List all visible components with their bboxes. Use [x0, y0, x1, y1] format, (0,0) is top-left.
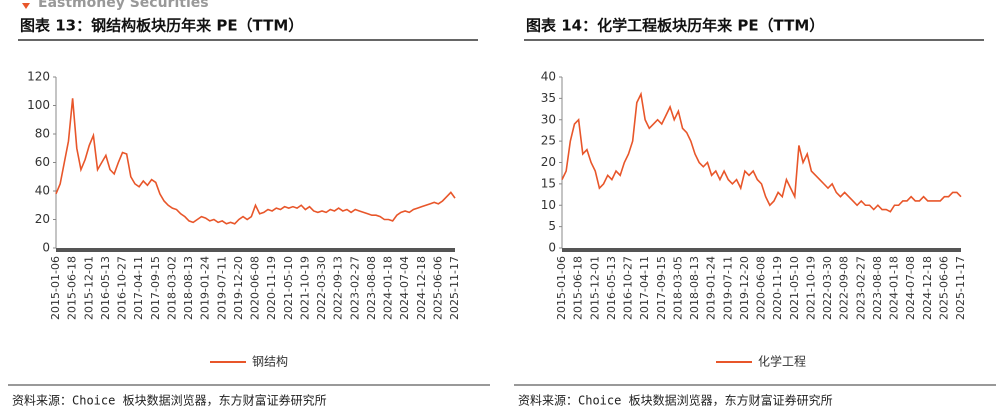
y-tick-label: 0: [42, 241, 50, 255]
x-tick-label: 2019-07-11: [215, 256, 228, 320]
x-tick-label: 2017-09-15: [149, 256, 162, 320]
x-tick-label: 2015-06-18: [572, 256, 585, 320]
x-tick-label: 2019-07-11: [721, 256, 734, 320]
source-note: 资料来源：Choice 板块数据浏览器，东方财富证券研究所: [12, 393, 327, 408]
y-tick-label: 20: [35, 212, 50, 226]
x-tick-label: 2019-12-20: [232, 256, 245, 320]
y-tick-label: 35: [541, 91, 556, 105]
x-tick-label: 2022-09-13: [332, 256, 345, 320]
x-tick-label: 2015-06-18: [66, 256, 79, 320]
x-axis-band: [56, 248, 455, 252]
x-tick-label: 2025-06-06: [431, 256, 444, 320]
x-tick-label: 2016-10-27: [116, 256, 129, 320]
x-tick-label: 2015-12-01: [588, 256, 601, 320]
source-note: 资料来源：Choice 板块数据浏览器，东方财富证券研究所: [518, 393, 833, 408]
x-tick-label: 2017-09-15: [655, 256, 668, 320]
y-tick-label: 5: [548, 219, 556, 233]
series-line: [55, 98, 456, 225]
y-tick-label: 120: [27, 70, 50, 84]
chart-panel: 图表 14：化学工程板块历年来 PE（TTM） 0 5 10 15 20 25 30 35 40 2…: [514, 17, 996, 408]
x-tick-label: 2024-12-18: [921, 256, 934, 320]
header-text: Eastmoney Securities: [38, 0, 209, 11]
y-tick-label: 15: [541, 176, 556, 190]
y-tick-label: 40: [541, 70, 556, 84]
y-tick-label: 20: [541, 155, 556, 169]
legend-label: 化学工程: [758, 354, 806, 369]
header-icon: [22, 3, 30, 9]
x-tick-label: 2020-11-19: [771, 256, 784, 320]
chart-title: 图表 13：钢结构板块历年来 PE（TTM）: [20, 17, 303, 35]
x-tick-label: 2022-03-30: [821, 256, 834, 320]
x-tick-label: 2017-04-11: [638, 256, 651, 320]
x-tick-label: 2023-02-27: [348, 256, 361, 320]
x-tick-label: 2023-02-27: [854, 256, 867, 320]
x-tick-label: 2015-01-06: [555, 256, 568, 320]
x-tick-label: 2017-04-11: [132, 256, 145, 320]
x-tick-label: 2021-05-10: [282, 256, 295, 320]
x-tick-label: 2022-03-30: [315, 256, 328, 320]
x-tick-label: 2024-12-18: [415, 256, 428, 320]
x-tick-label: 2021-05-10: [788, 256, 801, 320]
x-tick-label: 2016-05-13: [605, 256, 618, 320]
y-tick-label: 30: [541, 112, 556, 126]
y-tick-label: 40: [35, 184, 50, 198]
x-tick-label: 2024-07-08: [904, 256, 917, 320]
chart-panel: 图表 13：钢结构板块历年来 PE（TTM） 0 20 40 60 80 100 120 201…: [8, 17, 490, 408]
x-tick-label: 2020-11-19: [265, 256, 278, 320]
x-tick-label: 2023-08-08: [871, 256, 884, 320]
x-tick-label: 2018-08-13: [182, 256, 195, 320]
x-tick-label: 2024-01-18: [888, 256, 901, 320]
x-tick-label: 2024-01-18: [382, 256, 395, 320]
x-tick-label: 2023-08-08: [365, 256, 378, 320]
x-tick-label: 2025-11-17: [448, 256, 461, 320]
y-tick-label: 80: [35, 127, 50, 141]
y-tick-label: 100: [27, 98, 50, 112]
x-tick-label: 2016-10-27: [622, 256, 635, 320]
x-tick-label: 2019-01-24: [705, 256, 718, 320]
x-tick-label: 2015-12-01: [82, 256, 95, 320]
legend-label: 钢结构: [252, 354, 288, 369]
x-tick-label: 2021-10-19: [298, 256, 311, 320]
y-tick-label: 0: [548, 241, 556, 255]
x-tick-label: 2022-09-08: [838, 256, 851, 320]
x-tick-label: 2018-08-13: [688, 256, 701, 320]
y-tick-label: 60: [35, 155, 50, 169]
x-tick-label: 2016-05-13: [99, 256, 112, 320]
x-tick-label: 2020-06-08: [249, 256, 262, 320]
x-tick-label: 2019-12-20: [738, 256, 751, 320]
x-tick-label: 2025-11-17: [954, 256, 967, 320]
x-tick-label: 2025-06-06: [937, 256, 950, 320]
x-tick-label: 2015-01-06: [49, 256, 62, 320]
x-tick-label: 2020-06-08: [755, 256, 768, 320]
x-tick-label: 2021-10-19: [804, 256, 817, 320]
series-line: [561, 91, 962, 213]
x-tick-label: 2019-01-24: [199, 256, 212, 320]
x-tick-label: 2018-03-05: [671, 256, 684, 320]
chart-title: 图表 14：化学工程板块历年来 PE（TTM）: [526, 17, 824, 35]
x-axis-band: [562, 248, 961, 252]
x-tick-label: 2024-07-04: [398, 256, 411, 320]
y-tick-label: 25: [541, 134, 556, 148]
y-tick-label: 10: [541, 198, 556, 212]
x-tick-label: 2018-03-02: [165, 256, 178, 320]
